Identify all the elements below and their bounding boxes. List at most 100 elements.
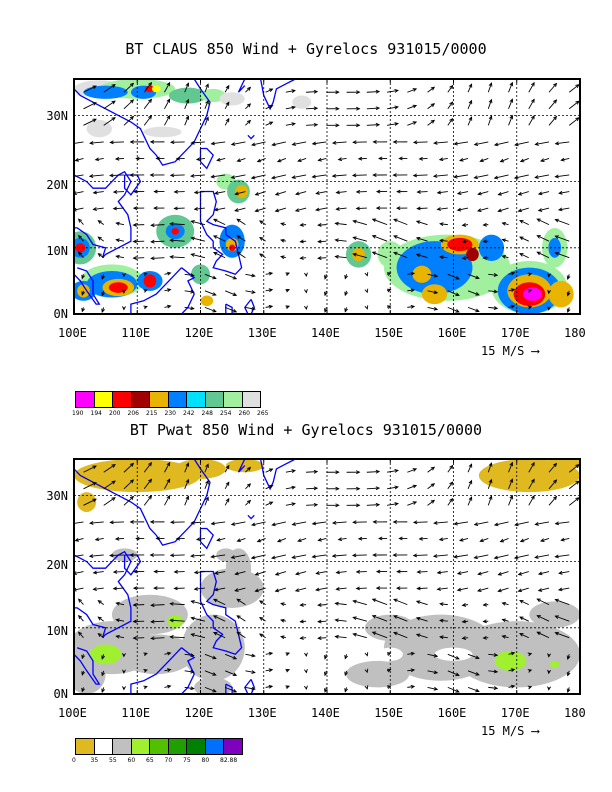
- wind-vector: [502, 602, 509, 606]
- wind-arrowhead: [81, 291, 85, 296]
- wind-arrowhead: [153, 569, 158, 574]
- wind-arrowhead: [250, 522, 256, 527]
- wind-arrowhead: [461, 256, 467, 260]
- wind-arrowhead: [285, 272, 291, 276]
- wind-arrowhead: [150, 256, 155, 261]
- wind-arrowhead: [412, 121, 418, 125]
- wind-arrowhead: [143, 289, 148, 293]
- wind-arrowhead: [509, 494, 514, 500]
- wind-vector: [413, 141, 428, 143]
- wind-vector: [265, 305, 273, 308]
- wind-arrowhead: [167, 288, 172, 293]
- wind-vector: [306, 124, 318, 126]
- wind-arrowhead: [540, 538, 545, 542]
- wind-vector: [440, 619, 448, 622]
- wind-arrowhead: [129, 462, 135, 467]
- wind-vector: [259, 237, 266, 242]
- wind-arrowhead: [295, 191, 300, 196]
- wind-arrowhead: [352, 632, 357, 637]
- wind-vector: [255, 191, 266, 196]
- wind-arrowhead: [364, 668, 369, 674]
- wind-vector: [537, 218, 550, 226]
- wind-arrowhead: [501, 254, 506, 259]
- wind-vector: [518, 587, 529, 592]
- wind-arrowhead: [412, 173, 418, 178]
- wind-arrowhead: [317, 619, 322, 624]
- wind-arrowhead: [101, 275, 105, 280]
- wind-vector: [393, 615, 408, 622]
- lat-label-0n: 0N: [53, 687, 68, 701]
- wind-vector: [519, 633, 529, 639]
- wind-vector: [502, 619, 509, 622]
- wind-arrowhead: [517, 571, 523, 576]
- wind-arrowhead: [291, 502, 296, 507]
- wind-arrowhead: [553, 479, 558, 484]
- wind-vector: [211, 521, 226, 525]
- wind-vector: [434, 521, 448, 524]
- coastline: [259, 79, 296, 111]
- wind-arrowhead: [531, 81, 535, 87]
- contour-region: [235, 184, 248, 199]
- legend-swatch: [167, 391, 187, 408]
- wind-arrowhead: [331, 173, 337, 178]
- wind-vector: [285, 90, 296, 93]
- wind-arrowhead: [398, 156, 403, 161]
- coastline: [237, 459, 246, 473]
- wind-vector: [123, 463, 134, 473]
- wind-arrowhead: [259, 633, 264, 638]
- wind-arrowhead: [236, 158, 241, 163]
- wind-vector: [98, 600, 104, 605]
- wind-vector: [164, 305, 171, 308]
- wind-arrowhead: [291, 122, 296, 127]
- wind-arrowhead: [553, 495, 558, 501]
- wind-arrowhead: [297, 538, 302, 543]
- wind-vector: [265, 485, 273, 490]
- wind-arrowhead: [335, 190, 340, 195]
- wind-vector: [194, 571, 205, 574]
- wind-arrowhead: [432, 554, 438, 558]
- wind-vector: [184, 83, 189, 93]
- wind-arrowhead: [132, 256, 137, 260]
- wind-arrowhead: [313, 122, 319, 127]
- wind-vector: [204, 306, 216, 313]
- wind-arrowhead: [317, 636, 322, 640]
- wind-vector: [204, 84, 209, 93]
- wind-arrowhead: [468, 99, 473, 105]
- wind-arrowhead: [225, 464, 230, 470]
- wind-vector: [519, 220, 529, 226]
- wind-vector: [170, 603, 185, 606]
- wind-vector: [447, 481, 453, 490]
- wind-vector: [467, 290, 480, 296]
- wind-vector: [170, 256, 185, 259]
- coastline: [74, 267, 101, 305]
- wind-arrowhead: [311, 554, 316, 559]
- wind-vector: [224, 498, 230, 506]
- wind-vector: [537, 615, 550, 622]
- wind-arrowhead: [566, 308, 571, 314]
- wind-arrowhead: [74, 537, 80, 542]
- wind-vector: [440, 239, 448, 242]
- wind-vector: [467, 670, 480, 676]
- legend-swatch: [93, 391, 113, 408]
- coastline: [74, 550, 132, 639]
- wind-vector: [366, 107, 380, 110]
- lat-label-30n: 30N: [46, 109, 68, 123]
- wind-vector: [78, 615, 84, 622]
- wind-arrowhead: [461, 636, 467, 640]
- field-contours: [74, 459, 580, 694]
- wind-vector: [372, 631, 388, 639]
- wind-arrowhead: [115, 618, 120, 623]
- wind-vector: [555, 141, 570, 145]
- wind-vector: [548, 99, 557, 110]
- wind-arrowhead: [473, 555, 478, 560]
- wind-vector: [204, 686, 216, 693]
- wind-arrowhead: [433, 670, 439, 675]
- wind-vector: [318, 224, 327, 226]
- legend-swatch: [112, 391, 132, 408]
- wind-vector: [427, 119, 435, 126]
- wind-arrowhead: [510, 684, 516, 689]
- wind-arrowhead: [234, 588, 239, 592]
- lon-label: 100E: [58, 326, 87, 340]
- wind-vector: [519, 236, 529, 242]
- wind-vector: [151, 240, 165, 243]
